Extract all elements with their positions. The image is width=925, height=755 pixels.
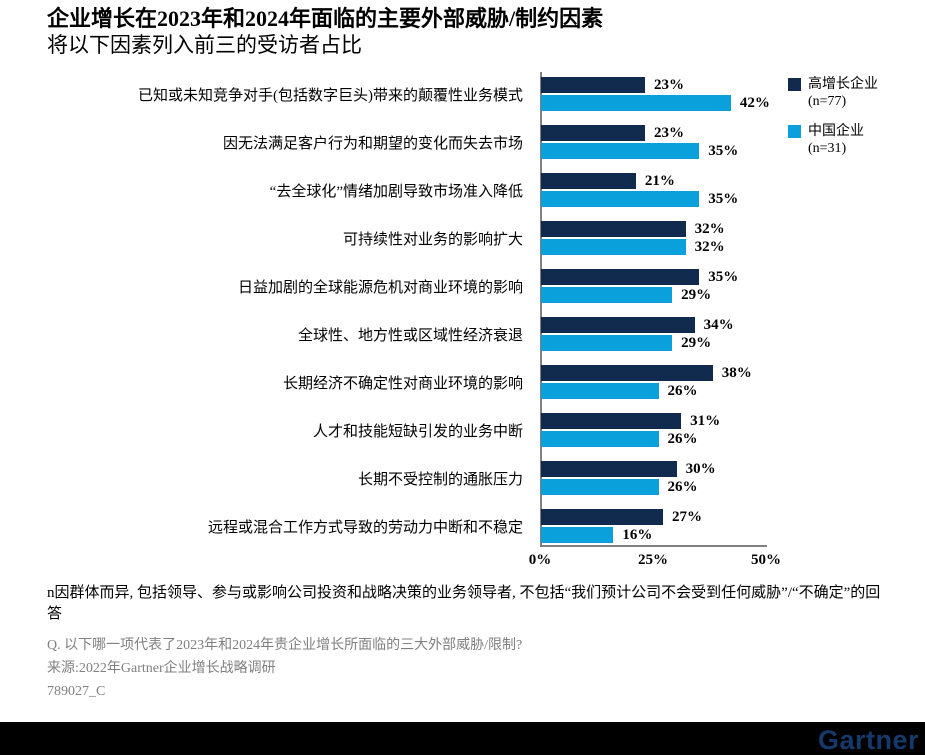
bar-high-growth: [541, 221, 686, 237]
value-label: 16%: [622, 527, 653, 543]
value-label: 32%: [694, 221, 725, 237]
bar-high-growth: [541, 413, 682, 429]
bar-high-growth: [541, 317, 695, 333]
category-label: 可持续性对业务的影响扩大: [342, 231, 523, 248]
category-label: 远程或混合工作方式导致的劳动力中断和不稳定: [207, 519, 523, 536]
category-label: 长期不受控制的通胀压力: [357, 471, 523, 488]
legend-sublabel: (n=77): [808, 94, 847, 109]
gartner-logo: Gartner: [818, 725, 920, 755]
footnote-doc-id: 789027_C: [47, 684, 106, 699]
legend-label: 中国企业: [808, 124, 864, 139]
bar-high-growth: [541, 365, 713, 381]
category-label: 因无法满足客户行为和期望的变化而失去市场: [222, 135, 523, 152]
legend-swatch-icon: [788, 125, 801, 138]
value-label: 21%: [644, 173, 675, 189]
bar-high-growth: [541, 461, 677, 477]
value-label: 31%: [690, 413, 721, 429]
bar-china: [541, 527, 614, 543]
x-tick-label: 25%: [638, 552, 668, 568]
bar-high-growth: [541, 125, 645, 141]
bar-china: [541, 143, 700, 159]
bar-china: [541, 287, 673, 303]
bar-china: [541, 383, 659, 399]
bar-high-growth: [541, 173, 636, 189]
bar-china: [541, 479, 659, 495]
bar-china: [541, 431, 659, 447]
footnote-question: Q. 以下哪一项代表了2023年和2024年贵企业增长所面临的三大外部威胁/限制…: [47, 638, 523, 653]
value-label: 32%: [694, 239, 725, 255]
category-label: “去全球化”情绪加剧导致市场准入降低: [269, 183, 523, 200]
legend-swatch-icon: [788, 78, 801, 91]
bar-high-growth: [541, 269, 700, 285]
value-label: 42%: [739, 95, 770, 111]
footnote-source: 来源:2022年Gartner企业增长战略调研: [47, 661, 276, 676]
value-label: 29%: [681, 287, 712, 303]
category-label: 日益加剧的全球能源危机对商业环境的影响: [237, 279, 523, 296]
bar-china: [541, 95, 731, 111]
category-label: 长期经济不确定性对商业环境的影响: [282, 375, 523, 392]
x-tick-label: 0%: [528, 552, 552, 568]
bar-high-growth: [541, 77, 645, 93]
category-label: 全球性、地方性或区域性经济衰退: [297, 327, 523, 344]
legend-label: 高增长企业: [808, 77, 878, 92]
value-label: 27%: [672, 509, 703, 525]
value-label: 29%: [681, 335, 712, 351]
bar-china: [541, 191, 700, 207]
footnote-n: n因群体而异, 包括领导、参与或影响公司投资和战略决策的业务领导者, 不包括“我…: [47, 585, 881, 622]
value-label: 38%: [721, 365, 752, 381]
value-label: 35%: [708, 191, 739, 207]
value-label: 35%: [708, 269, 739, 285]
x-axis-line: [540, 545, 767, 547]
bar-china: [541, 335, 673, 351]
y-axis-line: [540, 72, 542, 546]
value-label: 30%: [685, 461, 716, 477]
footnote-block: Q. 以下哪一项代表了2023年和2024年贵企业增长所面临的三大外部威胁/限制…: [47, 634, 847, 703]
legend-sublabel: (n=31): [808, 141, 847, 156]
bar-china: [541, 239, 686, 255]
value-label: 26%: [667, 479, 698, 495]
value-label: 23%: [653, 125, 684, 141]
category-label: 已知或未知竞争对手(包括数字巨头)带来的颠覆性业务模式: [138, 87, 523, 104]
chart-subtitle: 将以下因素列入前三的受访者占比: [47, 33, 362, 57]
legend-item: 高增长企业 (n=77): [788, 76, 918, 110]
value-label: 35%: [708, 143, 739, 159]
bar-high-growth: [541, 509, 664, 525]
chart-legend: 高增长企业 (n=77) 中国企业 (n=31): [788, 76, 918, 170]
footer-bar: [0, 722, 925, 755]
value-label: 26%: [667, 431, 698, 447]
value-label: 26%: [667, 383, 698, 399]
value-label: 23%: [653, 77, 684, 93]
value-label: 34%: [703, 317, 734, 333]
chart-title: 企业增长在2023年和2024年面临的主要外部威胁/制约因素: [47, 6, 604, 31]
category-label: 人才和技能短缺引发的业务中断: [312, 423, 523, 440]
legend-item: 中国企业 (n=31): [788, 123, 918, 157]
x-tick-label: 50%: [751, 552, 781, 568]
